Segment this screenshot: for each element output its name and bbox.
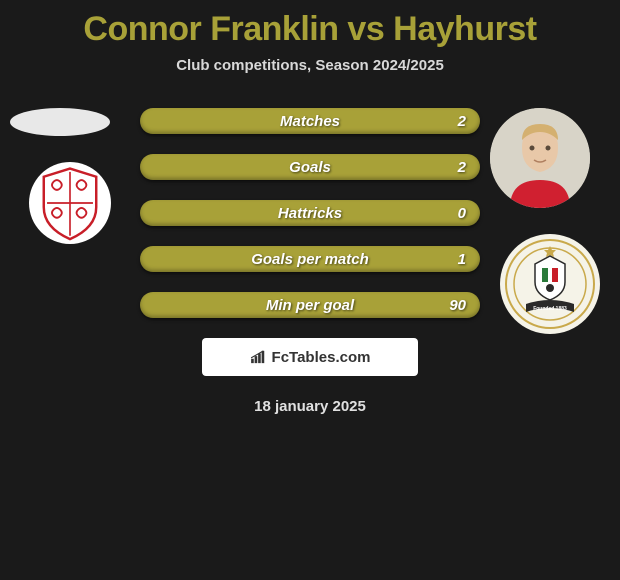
footer-date: 18 january 2025 [0, 398, 620, 415]
round-crest-icon: Founded 1883 [500, 234, 600, 334]
stat-label: Min per goal [266, 297, 354, 314]
stat-right-value: 0 [458, 205, 466, 222]
branding-text: FcTables.com [272, 349, 371, 366]
page-title: Connor Franklin vs Hayhurst [0, 10, 620, 49]
person-icon [490, 108, 590, 208]
stat-bar: Hattricks 0 [140, 200, 480, 226]
player-right-club-crest: Founded 1883 [500, 234, 600, 334]
stat-bar: Matches 2 [140, 108, 480, 134]
comparison-card: Connor Franklin vs Hayhurst Club competi… [0, 0, 620, 415]
player-left-club-crest [29, 162, 111, 244]
stat-bar: Goals per match 1 [140, 246, 480, 272]
player-left-avatar-placeholder [10, 108, 110, 136]
stat-right-value: 1 [458, 251, 466, 268]
page-subtitle: Club competitions, Season 2024/2025 [0, 57, 620, 74]
stat-label: Hattricks [278, 205, 342, 222]
branding-box: FcTables.com [202, 338, 418, 376]
main-content: Founded 1883 Matches 2 Goals 2 Hattricks… [0, 100, 620, 415]
stat-label: Goals per match [251, 251, 369, 268]
stat-right-value: 2 [458, 159, 466, 176]
bars-icon [250, 350, 268, 364]
stat-right-value: 2 [458, 113, 466, 130]
player-right-avatar [490, 108, 590, 208]
svg-text:Founded 1883: Founded 1883 [533, 306, 567, 312]
stat-label: Matches [280, 113, 340, 130]
stat-label: Goals [289, 159, 331, 176]
stat-bar: Min per goal 90 [140, 292, 480, 318]
stat-right-value: 90 [449, 297, 466, 314]
shield-crest-icon [29, 162, 111, 244]
stat-bars: Matches 2 Goals 2 Hattricks 0 Goals per … [140, 100, 480, 318]
stat-bar: Goals 2 [140, 154, 480, 180]
